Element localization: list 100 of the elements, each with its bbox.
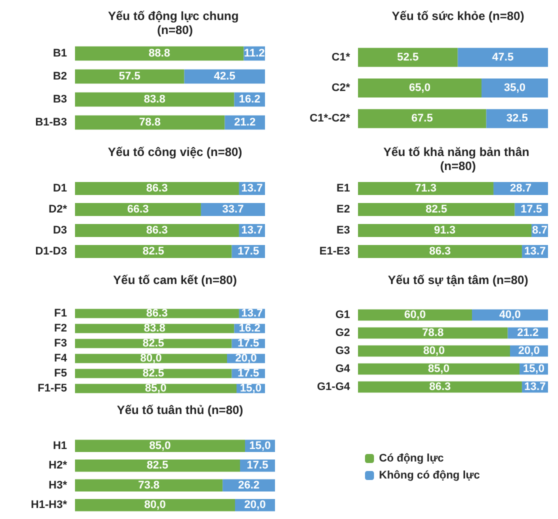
chart-title: Yếu tố sức khỏe (n=80): [392, 9, 524, 23]
data-label: 86.3: [429, 246, 451, 258]
y-tick-label: H2*: [48, 460, 68, 472]
y-tick-label: F2: [54, 322, 67, 334]
bar: [75, 224, 239, 238]
data-label: 65,0: [409, 82, 430, 94]
bar: [458, 48, 548, 67]
y-tick-label: G4: [335, 363, 351, 375]
data-label: 83.8: [144, 322, 166, 334]
y-tick-label: G1-G4: [316, 381, 351, 393]
data-label: 78.8: [422, 327, 444, 339]
data-label: 82.5: [142, 246, 164, 258]
data-label: 86.3: [146, 224, 168, 236]
data-label: 17.5: [238, 246, 260, 258]
data-label: 78.8: [139, 116, 161, 128]
chart-title: Yếu tố công việc (n=80): [108, 145, 242, 159]
bar: [75, 202, 201, 216]
y-tick-label: D2*: [48, 204, 68, 216]
bar: [75, 69, 184, 84]
data-label: 17.5: [520, 204, 542, 216]
bar: [358, 244, 522, 258]
bar: [75, 368, 232, 378]
data-label: 82.5: [142, 338, 164, 350]
data-label: 26.2: [238, 479, 260, 492]
data-label: 86.3: [429, 381, 451, 393]
bar: [358, 48, 458, 67]
y-tick-label: F5: [54, 368, 67, 380]
bar: [75, 460, 240, 472]
data-label: 88.8: [148, 48, 170, 60]
bar: [358, 202, 515, 216]
y-tick-label: F1-F5: [38, 382, 67, 394]
data-label: 15,0: [249, 440, 271, 452]
data-label: 47.5: [492, 51, 514, 64]
bar: [358, 381, 522, 393]
data-label: 11.2: [244, 48, 265, 60]
data-label: 35,0: [504, 82, 526, 94]
chart-title: Yếu tố sự tận tâm (n=80): [388, 273, 528, 287]
data-label: 8.7: [532, 224, 548, 236]
data-label: 82.5: [142, 368, 164, 380]
data-label: 13.7: [241, 308, 263, 320]
data-label: 82.5: [146, 460, 168, 472]
data-label: 16.2: [238, 94, 260, 106]
bar: [358, 224, 532, 238]
data-label: 15,0: [523, 363, 544, 375]
bar: [486, 109, 548, 128]
data-label: 71.3: [415, 182, 436, 194]
data-label: 13.7: [524, 246, 546, 258]
y-tick-label: E2: [336, 204, 350, 216]
bar: [358, 78, 482, 98]
y-tick-label: F3: [54, 338, 67, 350]
legend-label: Có động lực: [379, 452, 444, 464]
data-label: 85,0: [145, 382, 166, 394]
y-tick-label: D1-D3: [35, 246, 67, 258]
chart-title: Yếu tố động lực chung (n=80): [108, 9, 242, 37]
y-tick-label: C2*: [332, 82, 351, 94]
y-tick-label: H1: [52, 440, 67, 452]
data-label: 85,0: [149, 440, 171, 452]
data-label: 13.7: [241, 224, 263, 236]
data-label: 42.5: [214, 70, 236, 82]
data-label: 32.5: [506, 112, 528, 125]
bar: [75, 440, 245, 452]
data-label: 13.7: [524, 381, 546, 393]
data-label: 21.2: [517, 327, 539, 339]
bar: [358, 182, 494, 196]
y-tick-label: B2: [52, 70, 67, 82]
bar: [358, 345, 510, 357]
data-label: 17.5: [246, 460, 268, 472]
data-label: 80,0: [423, 345, 445, 357]
data-label: 67.5: [411, 112, 433, 125]
data-label: 15,0: [240, 382, 262, 394]
bar: [75, 92, 234, 107]
bar: [358, 327, 508, 339]
bar: [75, 308, 239, 318]
y-tick-label: E1: [336, 182, 350, 194]
bar: [75, 182, 239, 196]
bar: [358, 309, 472, 321]
y-tick-label: C1*: [332, 51, 351, 64]
chart-title: Yếu tố tuân thủ (n=80): [116, 403, 244, 417]
bar: [75, 479, 223, 492]
data-label: 20,0: [244, 499, 266, 512]
data-label: 13.7: [241, 182, 263, 194]
data-label: 86.3: [146, 308, 168, 320]
data-label: 82.5: [426, 204, 448, 216]
y-tick-label: C1*-C2*: [310, 112, 351, 125]
data-label: 66.3: [127, 204, 149, 216]
bar: [75, 115, 225, 130]
data-label: 73.8: [138, 479, 160, 492]
data-label: 33.7: [222, 204, 244, 216]
y-tick-label: G3: [335, 345, 350, 357]
y-tick-label: H3*: [48, 479, 68, 492]
y-tick-label: F1: [54, 308, 67, 320]
data-label: 91.3: [434, 224, 456, 236]
data-label: 57.5: [118, 70, 140, 82]
bar: [358, 363, 520, 375]
y-tick-label: E1-E3: [319, 246, 350, 258]
bar: [482, 78, 548, 98]
y-tick-label: B1-B3: [35, 116, 67, 128]
bar: [75, 499, 235, 512]
data-label: 80,0: [140, 352, 162, 364]
data-label: 86.3: [146, 182, 168, 194]
